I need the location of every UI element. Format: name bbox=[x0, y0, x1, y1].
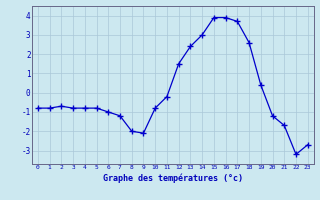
X-axis label: Graphe des températures (°c): Graphe des températures (°c) bbox=[103, 173, 243, 183]
